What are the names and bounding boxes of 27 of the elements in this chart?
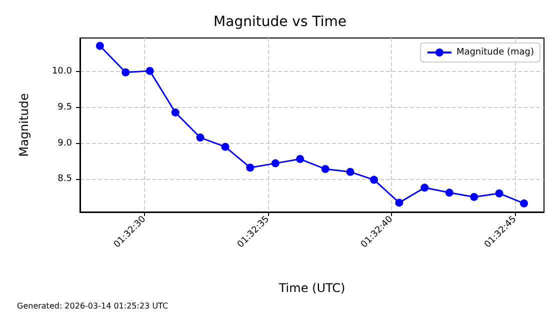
point	[495, 189, 504, 198]
point	[445, 188, 454, 197]
point	[246, 164, 254, 172]
point	[346, 168, 354, 176]
legend-label: Magnitude (mag)	[456, 48, 534, 58]
point	[520, 199, 528, 208]
y-axis-title: Magnitude	[17, 93, 31, 157]
point	[321, 165, 330, 174]
point	[370, 176, 378, 184]
y-tick-label: 9.5	[58, 102, 72, 112]
y-tick-label: 8.5	[58, 174, 72, 184]
chart-title: Magnitude vs Time	[214, 14, 346, 30]
point	[96, 42, 104, 50]
point	[196, 134, 204, 142]
y-tick-label: 10.0	[52, 66, 72, 77]
point	[146, 66, 154, 75]
point	[171, 108, 180, 116]
point	[420, 184, 429, 192]
point	[296, 155, 304, 164]
point	[271, 159, 280, 168]
point	[221, 142, 230, 151]
point	[470, 192, 478, 201]
point	[122, 68, 130, 76]
text: Generated: 2026-03-14 01:25:23 UTC	[17, 302, 168, 310]
x-axis-title: Time (UTC)	[278, 281, 346, 295]
y-tick-label: 9.0	[58, 138, 72, 148]
point	[395, 198, 404, 207]
